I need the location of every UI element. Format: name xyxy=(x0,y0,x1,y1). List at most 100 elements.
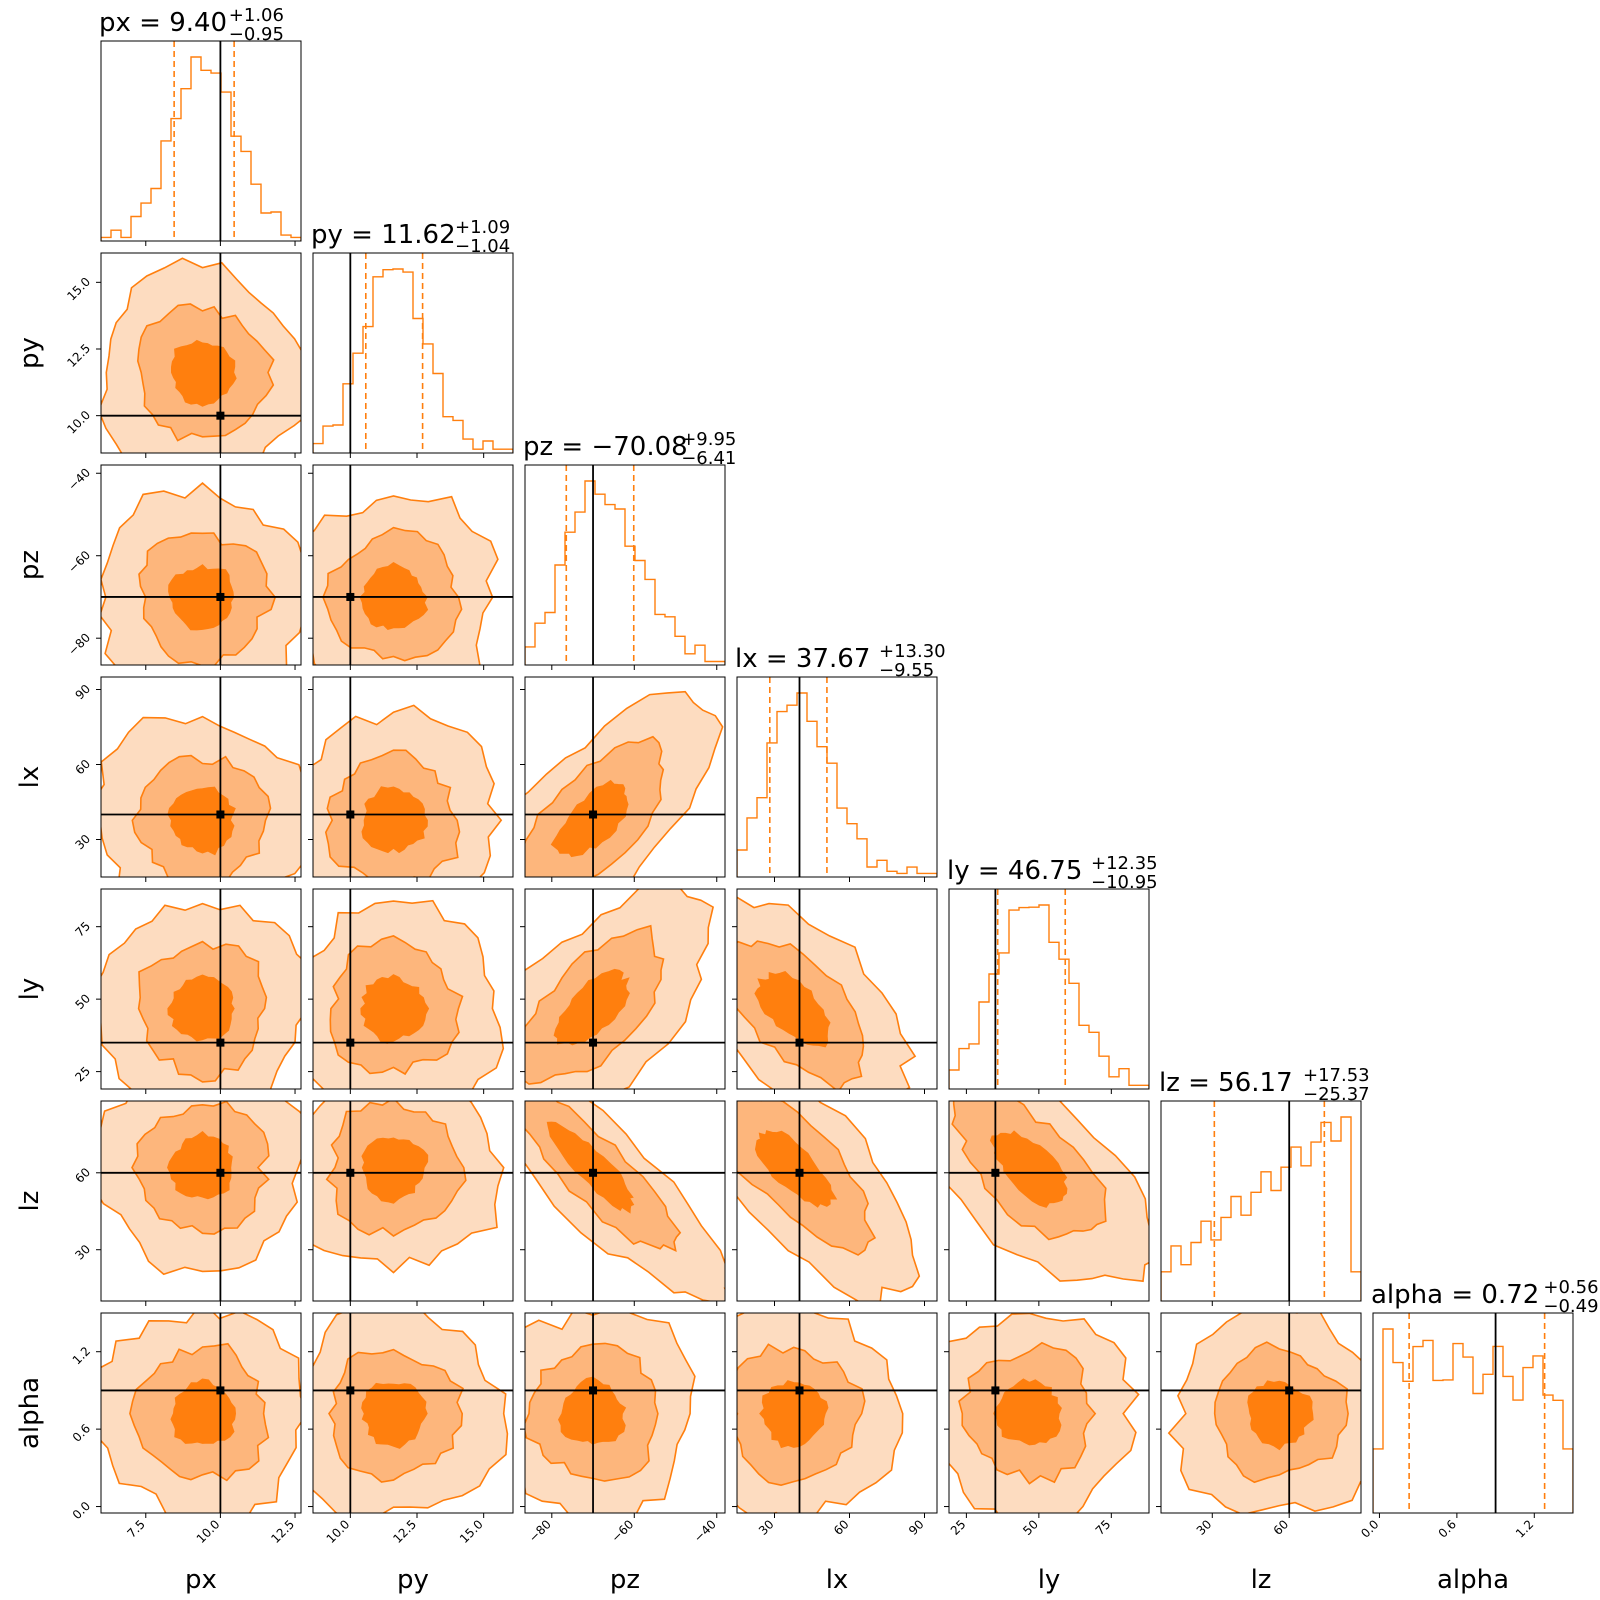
title-plus-error: +1.06 xyxy=(229,5,284,26)
panel-lx-alpha: 30 60 90 xyxy=(732,1312,938,1538)
truth-marker xyxy=(346,1038,355,1047)
contour-inner xyxy=(546,1121,635,1214)
truth-marker xyxy=(216,1386,225,1395)
panel-lx-lx: lx = 37.67 +13.30−9.55 xyxy=(735,641,946,882)
truth-marker xyxy=(216,810,225,819)
truth-marker xyxy=(991,1168,1000,1177)
panel-frame xyxy=(524,676,726,878)
truth-marker xyxy=(589,1168,598,1177)
y-axis-label-alpha: alpha xyxy=(15,1377,45,1449)
panel-frame xyxy=(1372,1312,1574,1514)
contours-pz-alpha xyxy=(525,1313,696,1513)
panel-frame xyxy=(524,1312,726,1514)
x-tick-label: 60 xyxy=(831,1517,852,1538)
title-plus-error: +0.56 xyxy=(1543,1277,1598,1298)
panel-lx-lz xyxy=(732,1100,938,1306)
contours-pz-ly xyxy=(525,889,715,1089)
panel-frame xyxy=(312,888,514,1090)
panel-py-lz xyxy=(308,1100,514,1306)
contour-inner xyxy=(754,970,831,1048)
x-tick-label: 30 xyxy=(1194,1517,1215,1538)
y-tick-label: 90 xyxy=(72,682,93,703)
panel-frame xyxy=(100,676,302,878)
y-axis-label-pz: pz xyxy=(15,550,45,580)
title-minus-error: −6.41 xyxy=(681,448,736,469)
x-tick-label: 0.0 xyxy=(1358,1517,1381,1540)
y-tick-label: 30 xyxy=(72,832,93,853)
truth-marker xyxy=(589,810,598,819)
histogram-py xyxy=(313,268,513,453)
histogram-alpha xyxy=(1373,1328,1573,1513)
panel-frame xyxy=(736,888,938,1090)
panel-frame xyxy=(524,1100,726,1302)
panel-lx-ly xyxy=(732,888,938,1094)
title-plus-error: +12.35 xyxy=(1091,853,1158,874)
panel-px-ly: 25 50 75 xyxy=(72,888,302,1094)
y-tick-label: 1.2 xyxy=(70,1344,93,1367)
contour-inner xyxy=(550,779,629,858)
panel-py-ly xyxy=(308,888,514,1094)
x-axis-label-alpha: alpha xyxy=(1437,1565,1509,1595)
x-tick-label: 12.5 xyxy=(268,1517,297,1546)
contour-inner xyxy=(361,1382,428,1449)
panel-px-lx: 30 60 90 xyxy=(72,676,302,882)
panel-py-lx xyxy=(308,676,514,882)
panel-pz-pz: pz = −70.08+9.95−6.41 xyxy=(523,429,736,670)
panel-px-pz: −80 −60 −40 xyxy=(65,464,302,670)
panel-frame xyxy=(100,888,302,1090)
contour-inner xyxy=(361,1137,429,1204)
panel-px-lz: 30 60 xyxy=(72,1100,302,1306)
x-tick-label: 10.0 xyxy=(194,1517,223,1546)
title-plus-error: +13.30 xyxy=(879,641,946,662)
contours-px-py xyxy=(101,257,301,453)
x-axis-label-px: px xyxy=(185,1565,217,1595)
panel-frame xyxy=(948,1100,1150,1302)
contours-ly-lz xyxy=(949,1101,1149,1283)
panel-frame xyxy=(100,1312,302,1514)
panel-px-py: 10.0 12.5 15.0 xyxy=(64,252,302,458)
y-tick-label: 0.6 xyxy=(70,1421,93,1444)
x-tick-label: −60 xyxy=(609,1517,637,1545)
truth-marker xyxy=(795,1386,804,1395)
x-tick-label: 50 xyxy=(1020,1517,1041,1538)
y-tick-label: 50 xyxy=(72,991,93,1012)
contours-px-lz xyxy=(101,1101,301,1276)
contour-inner xyxy=(989,1130,1068,1208)
panel-py-alpha: 10.0 12.5 15.0 xyxy=(308,1312,514,1546)
contour-inner xyxy=(993,1378,1062,1446)
truth-marker xyxy=(216,1168,225,1177)
histogram-lx xyxy=(737,692,937,877)
y-tick-label: 75 xyxy=(72,919,93,940)
contours-pz-lz xyxy=(525,1101,725,1301)
panel-frame xyxy=(736,1100,938,1302)
contour-inner xyxy=(167,1130,233,1200)
title-plus-error: +17.53 xyxy=(1303,1065,1370,1086)
x-tick-label: 12.5 xyxy=(390,1517,419,1546)
y-tick-label: 12.5 xyxy=(64,341,93,370)
y-tick-label: −40 xyxy=(65,465,93,493)
panel-pz-alpha: −80 −60 −40 xyxy=(520,1312,726,1545)
panel-lz-lz: lz = 56.17 +17.53−25.37 xyxy=(1159,1065,1370,1306)
x-tick-label: 90 xyxy=(906,1517,927,1538)
x-tick-label: 75 xyxy=(1093,1517,1114,1538)
panel-pz-lx xyxy=(520,676,726,882)
x-tick-label: 10.0 xyxy=(324,1517,353,1546)
title-plus-error: +9.95 xyxy=(681,429,736,450)
contours-px-lx xyxy=(101,715,301,877)
title-minus-error: −9.55 xyxy=(879,660,934,681)
panel-alpha-alpha: alpha = 0.72 +0.56−0.49 0.0 0.6 1.2 xyxy=(1358,1277,1598,1541)
contours-px-alpha xyxy=(101,1313,301,1513)
x-tick-label: 60 xyxy=(1271,1517,1292,1538)
truth-marker xyxy=(589,1386,598,1395)
contours-lz-alpha xyxy=(1167,1313,1361,1513)
contour-inner xyxy=(167,974,235,1042)
panel-frame xyxy=(100,252,302,454)
y-axis-label-lz: lz xyxy=(15,1191,45,1212)
y-tick-label: −80 xyxy=(65,630,93,658)
x-axis-label-lx: lx xyxy=(826,1565,849,1595)
y-tick-label: 15.0 xyxy=(64,275,93,304)
x-tick-label: −40 xyxy=(691,1517,719,1545)
panel-frame xyxy=(736,1312,938,1514)
truth-marker xyxy=(216,1038,225,1047)
